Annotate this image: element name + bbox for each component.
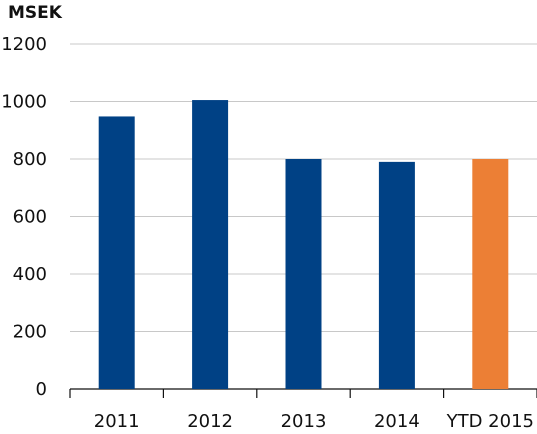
y-tick-label: 1200 [1,34,47,55]
x-tick-label: 2012 [187,411,233,432]
y-tick-label: 800 [13,149,47,170]
y-tick-label: 400 [13,264,47,285]
bar [378,161,415,389]
x-tick-label: 2011 [94,411,140,432]
bar [192,100,229,389]
bar [285,159,322,389]
y-tick-label: 600 [13,207,47,228]
y-axis-unit-label: MSEK [8,3,62,23]
y-tick-label: 200 [13,322,47,343]
bar [472,159,509,389]
x-tick-label: 2013 [281,411,327,432]
x-tick-label: 2014 [374,411,420,432]
y-tick-label: 1000 [1,92,47,113]
x-tick-label: YTD 2015 [446,411,534,432]
bar [98,116,135,389]
y-tick-label: 0 [36,379,47,400]
